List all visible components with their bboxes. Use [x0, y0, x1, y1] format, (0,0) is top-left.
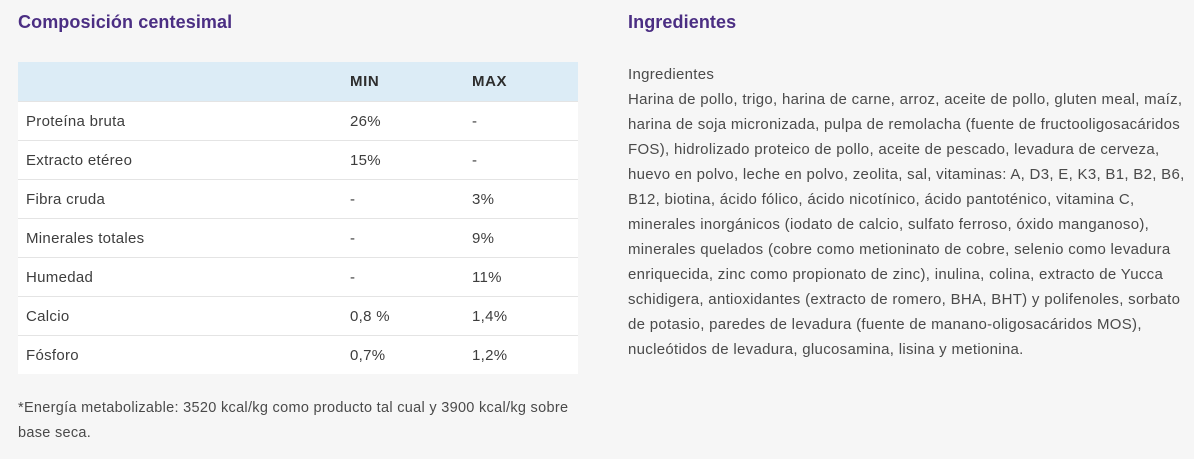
nutrient-max: 1,4% [472, 296, 578, 336]
table-row: Extracto etéreo 15% - [18, 140, 578, 180]
table-row: Minerales totales - 9% [18, 218, 578, 258]
table-row: Fibra cruda - 3% [18, 179, 578, 219]
nutrient-max: 3% [472, 179, 578, 219]
nutrient-name: Fósforo [18, 335, 350, 374]
nutrient-name: Proteína bruta [18, 101, 350, 141]
nutrient-min: - [350, 218, 472, 258]
nutrient-min: 15% [350, 140, 472, 180]
composition-table: MIN MAX Proteína bruta 26% - Extracto et… [18, 62, 578, 374]
nutrient-max: 9% [472, 218, 578, 258]
nutrient-min: 0,7% [350, 335, 472, 374]
table-row: Calcio 0,8 % 1,4% [18, 296, 578, 336]
nutrient-min: - [350, 257, 472, 297]
table-row: Fósforo 0,7% 1,2% [18, 335, 578, 374]
nutrient-min: 0,8 % [350, 296, 472, 336]
header-name [18, 62, 350, 102]
nutrient-min: 26% [350, 101, 472, 141]
nutrient-max: 1,2% [472, 335, 578, 374]
header-max: MAX [472, 62, 578, 102]
nutrient-max: - [472, 101, 578, 141]
table-row: Proteína bruta 26% - [18, 101, 578, 141]
ingredients-label: Ingredientes [628, 66, 715, 83]
ingredients-list: Harina de pollo, trigo, harina de carne,… [628, 91, 1185, 358]
nutrient-name: Calcio [18, 296, 350, 336]
ingredients-body: Ingredientes Harina de pollo, trigo, har… [628, 62, 1188, 362]
table-header-row: MIN MAX [18, 62, 578, 102]
nutrient-name: Fibra cruda [18, 179, 350, 219]
composition-title: Composición centesimal [18, 12, 233, 32]
nutrient-name: Extracto etéreo [18, 140, 350, 180]
table-row: Humedad - 11% [18, 257, 578, 297]
energy-footnote: *Energía metabolizable: 3520 kcal/kg com… [18, 400, 569, 441]
nutrient-max: 11% [472, 257, 578, 297]
nutrient-name: Humedad [18, 257, 350, 297]
nutrient-name: Minerales totales [18, 218, 350, 258]
header-min: MIN [350, 62, 472, 102]
ingredients-title: Ingredientes [628, 12, 737, 32]
nutrient-min: - [350, 179, 472, 219]
nutrient-max: - [472, 140, 578, 180]
